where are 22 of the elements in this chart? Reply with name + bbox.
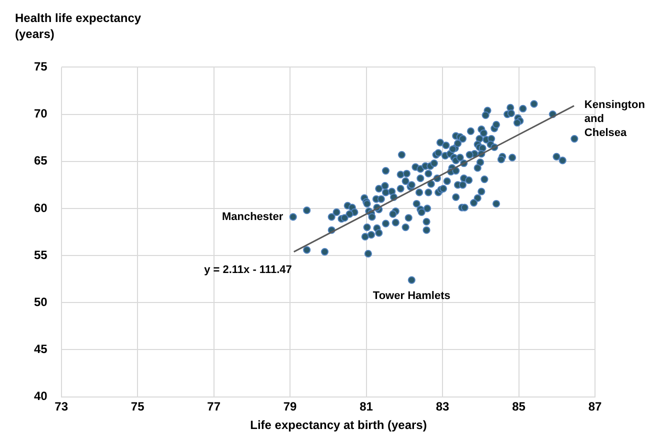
annotation: Tower Hamlets — [372, 290, 450, 302]
y-axis-title: Health life expectancy (years) — [15, 10, 142, 42]
y-tick-label: 75 — [34, 60, 48, 74]
y-tick-label: 45 — [34, 342, 48, 356]
x-tick-label: 81 — [360, 399, 374, 414]
annotation: Kensington and Chelsea — [584, 98, 646, 139]
x-tick-label: 87 — [588, 399, 602, 414]
y-tick-label: 65 — [34, 154, 48, 168]
y-tick-label: 40 — [34, 389, 48, 404]
y-tick-label: 70 — [34, 106, 48, 121]
x-axis-title: Life expectancy at birth (years) — [249, 418, 428, 432]
x-tick-label: 73 — [54, 399, 68, 414]
x-tick-label: 75 — [130, 399, 145, 414]
x-tick-label: 79 — [283, 399, 298, 414]
x-tick-label: 85 — [512, 399, 526, 414]
y-tick-label: 55 — [34, 248, 48, 262]
x-tick-label: 77 — [207, 399, 221, 414]
annotation: Manchester — [222, 210, 284, 223]
y-tick-label: 60 — [34, 200, 48, 215]
annotation: y = 2.11x - 111.47 — [204, 264, 292, 276]
y-tick-label: 50 — [34, 294, 48, 309]
x-tick-label: 83 — [436, 399, 450, 414]
